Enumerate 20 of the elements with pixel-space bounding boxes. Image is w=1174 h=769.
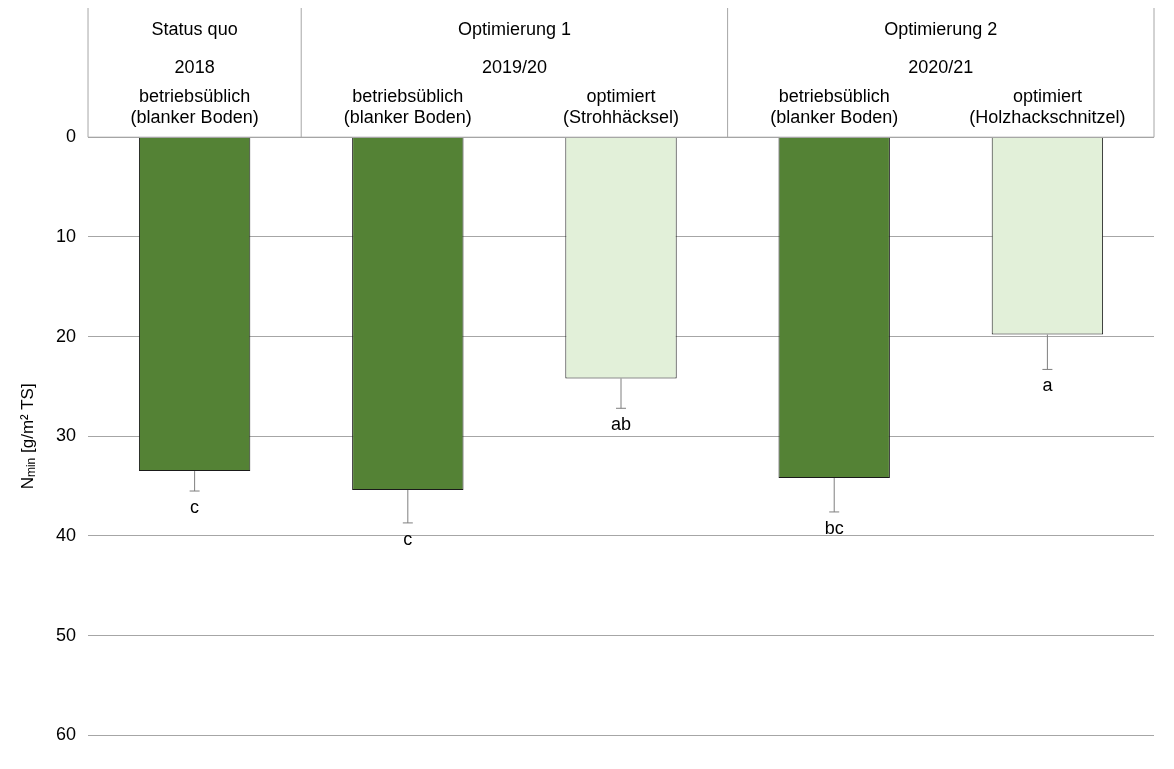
y-axis-title: Nmin [g/m² TS]	[17, 383, 39, 490]
x-tick-label: betriebsüblich (blanker Boden)	[770, 85, 899, 128]
x-tick-label: betriebsüblich (blanker Boden)	[130, 85, 259, 128]
text: Optimierung 2 2020/21	[884, 18, 998, 77]
data-label: a	[1042, 375, 1054, 396]
data-label: bc	[824, 517, 844, 538]
x-tick-label: betriebsüblich (blanker Boden)	[343, 85, 472, 128]
x-tick-label: optimiert (Strohhäcksel)	[562, 85, 680, 128]
y-tick-label: 50	[55, 624, 77, 645]
y-tick-label: 10	[55, 225, 77, 246]
y-tick-label: 60	[55, 724, 77, 745]
data-label: c	[190, 496, 200, 517]
y-tick-label: 40	[55, 524, 77, 545]
y-tick-label: 0	[66, 126, 77, 147]
data-label: ab	[611, 414, 632, 435]
data-label: c	[403, 528, 413, 549]
text: Optimierung 1 2019/20	[457, 18, 571, 77]
x-tick-label: optimiert (Holzhackschnitzel)	[969, 85, 1126, 128]
y-tick-label: 20	[55, 325, 77, 346]
y-tick-label: 30	[55, 425, 77, 446]
